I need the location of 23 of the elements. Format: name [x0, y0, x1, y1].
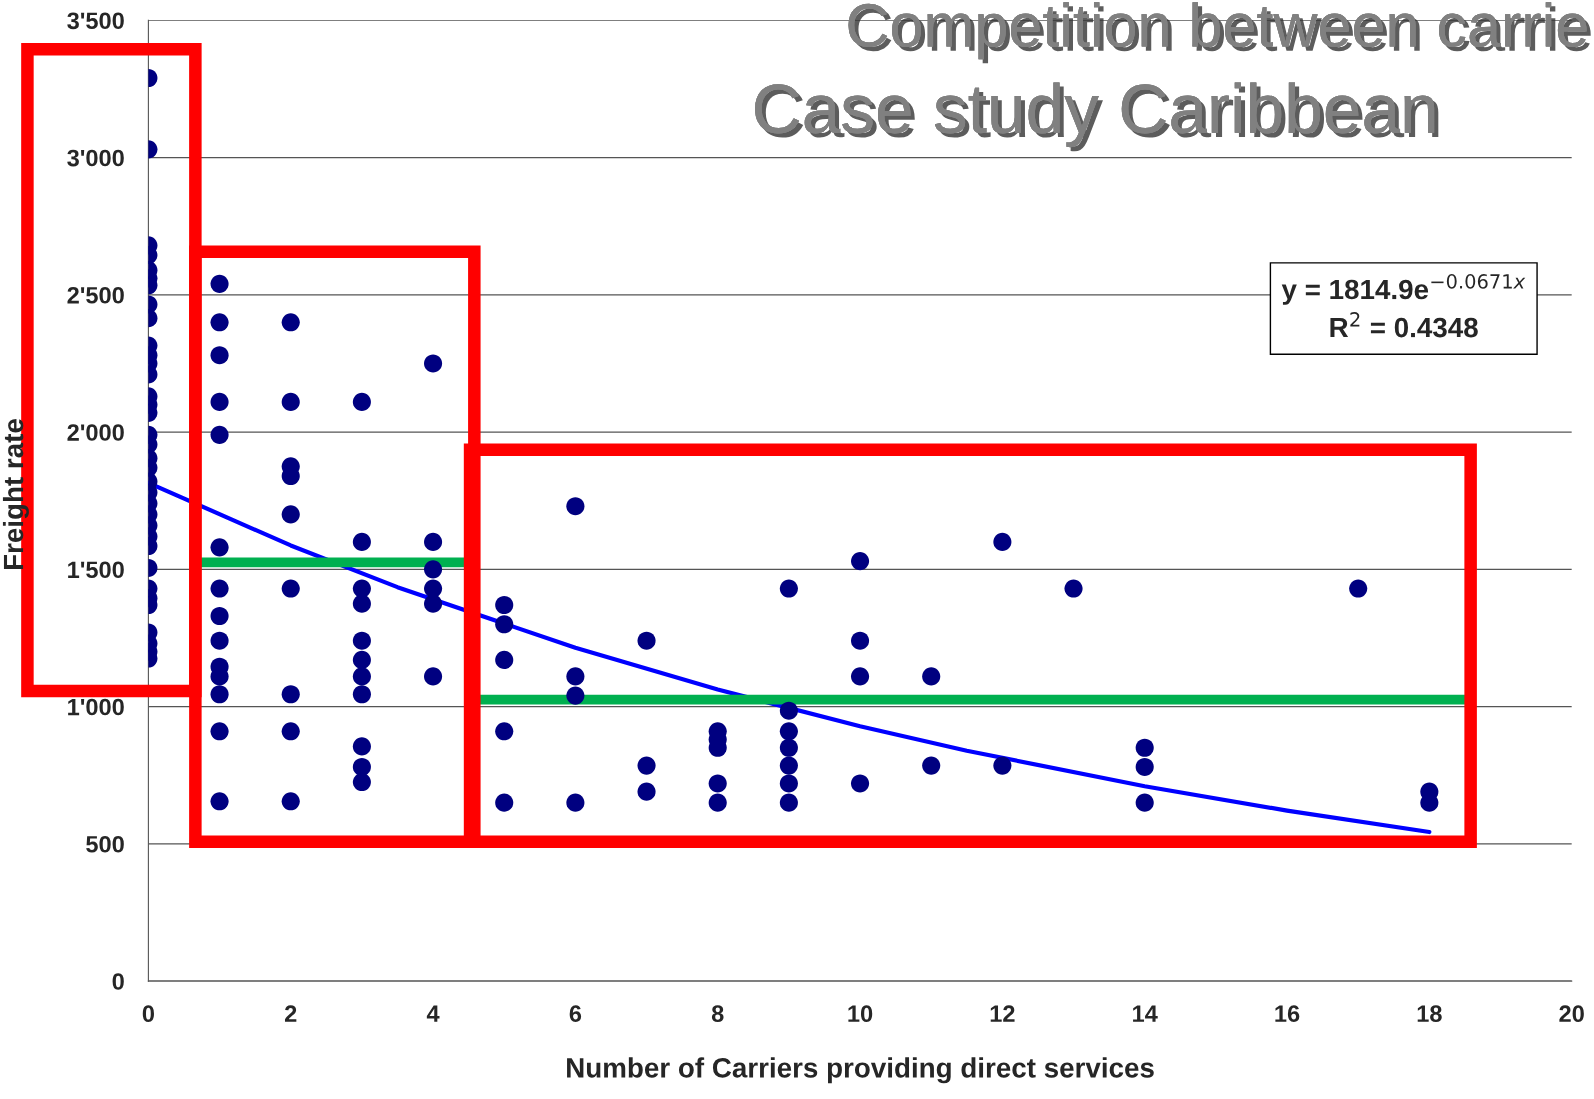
text: y = 1814.9e$^{−0.0671x}$ R$^{2}$ = 0.4348: [1281, 274, 1526, 338]
x-tick-label: 0: [142, 1005, 154, 1023]
x-tick-label: 20: [1559, 1005, 1584, 1023]
x-tick-label: 18: [1417, 1005, 1442, 1023]
x-tick-label: 4: [426, 1005, 440, 1022]
y-tick-label: 2'000: [67, 424, 124, 441]
x-tick-label: 16: [1275, 1005, 1300, 1023]
x-tick-label: 6: [569, 1005, 582, 1023]
x-tick-label: 12: [990, 1005, 1015, 1022]
y-tick-label: 2'500: [67, 286, 124, 304]
y-tick-label: 3'500: [67, 12, 124, 30]
y-tick-label: 3'000: [67, 149, 124, 167]
text: Case study Caribbean: [755, 82, 1439, 152]
x-tick-label: 14: [1133, 1005, 1158, 1022]
x-tick-label: 8: [711, 1005, 724, 1023]
y-tick-label: 500: [86, 835, 124, 853]
x-axis-title: Number of Carriers providing direct services: [567, 1057, 1154, 1084]
y-tick-label: 1'500: [68, 561, 124, 579]
x-tick-label: 10: [848, 1005, 873, 1023]
y-tick-label: 1'000: [68, 698, 124, 716]
x-tick-label: 2: [284, 1005, 297, 1022]
y-tick-label: 0: [112, 973, 124, 990]
y-axis-title: Freight rate: [2, 419, 29, 570]
